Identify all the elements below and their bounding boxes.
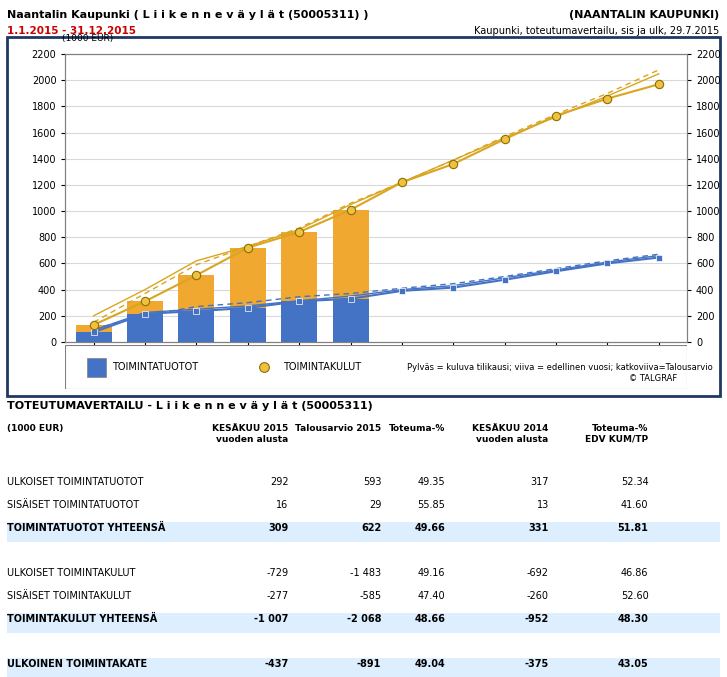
Text: -260: -260 [527, 591, 549, 601]
Text: 47.40: 47.40 [418, 591, 446, 601]
Bar [230, 248, 266, 342]
Bar [178, 311, 214, 342]
Text: TOTEUTUMAVERTAILU - L i i k e n n e v ä y l ä t (50005311): TOTEUTUMAVERTAILU - L i i k e n n e v ä … [7, 401, 373, 411]
Bar [332, 210, 369, 342]
Text: SISÄISET TOIMINTATUOTOT: SISÄISET TOIMINTATUOTOT [7, 500, 140, 510]
FancyBboxPatch shape [87, 357, 106, 377]
Text: 49.66: 49.66 [414, 523, 446, 533]
Text: 16: 16 [276, 500, 289, 510]
FancyBboxPatch shape [7, 521, 720, 542]
Bar [281, 232, 317, 342]
Text: -277: -277 [266, 591, 289, 601]
Text: Toteuma-%: Toteuma-% [389, 424, 446, 433]
FancyBboxPatch shape [7, 658, 720, 677]
Text: 49.16: 49.16 [418, 568, 446, 578]
Text: TOIMINTAKULUT YHTEENSÄ: TOIMINTAKULUT YHTEENSÄ [7, 614, 158, 624]
Bar [127, 313, 163, 342]
Text: 52.60: 52.60 [621, 591, 648, 601]
Text: ULKOISET TOIMINTATUOTOT: ULKOISET TOIMINTATUOTOT [7, 477, 144, 487]
Text: Toteuma-%
EDV KUM/TP: Toteuma-% EDV KUM/TP [585, 424, 648, 444]
Text: -2 068: -2 068 [347, 614, 382, 624]
Text: Naantalin Kaupunki ( L i i k e n n e v ä y l ä t (50005311) ): Naantalin Kaupunki ( L i i k e n n e v ä… [7, 10, 369, 20]
Text: KESÄKUU 2015
vuoden alusta: KESÄKUU 2015 vuoden alusta [212, 424, 289, 444]
Text: 43.05: 43.05 [618, 659, 648, 670]
Text: -1 483: -1 483 [350, 568, 382, 578]
Text: (NAANTALIN KAUPUNKI): (NAANTALIN KAUPUNKI) [569, 10, 720, 20]
Text: 49.35: 49.35 [418, 477, 446, 487]
Text: (1000 EUR): (1000 EUR) [63, 34, 113, 43]
Bar [230, 308, 266, 342]
Text: -952: -952 [524, 614, 549, 624]
Text: 1.1.2015 - 31.12.2015: 1.1.2015 - 31.12.2015 [7, 26, 136, 36]
Text: 41.60: 41.60 [621, 500, 648, 510]
Text: Talousarvio 2015: Talousarvio 2015 [295, 424, 382, 433]
Text: -891: -891 [357, 659, 382, 670]
Text: TOIMINTATUOTOT: TOIMINTATUOTOT [112, 362, 198, 372]
Text: 46.86: 46.86 [621, 568, 648, 578]
Text: 48.66: 48.66 [414, 614, 446, 624]
Text: 331: 331 [529, 523, 549, 533]
Text: 292: 292 [270, 477, 289, 487]
Text: 51.81: 51.81 [618, 523, 648, 533]
Text: ULKOINEN TOIMINTAKATE: ULKOINEN TOIMINTAKATE [7, 659, 148, 670]
Text: Pylväs = kuluva tilikausi; viiva = edellinen vuosi; katkoviiva=Talousarvio: Pylväs = kuluva tilikausi; viiva = edell… [407, 363, 713, 372]
Text: 309: 309 [268, 523, 289, 533]
Text: TOIMINTAKULUT: TOIMINTAKULUT [283, 362, 361, 372]
Text: 593: 593 [363, 477, 382, 487]
Text: -437: -437 [265, 659, 289, 670]
Text: 49.04: 49.04 [414, 659, 446, 670]
Text: Kaupunki, toteutumavertailu, sis ja ulk, 29.7.2015: Kaupunki, toteutumavertailu, sis ja ulk,… [475, 26, 720, 36]
Text: 317: 317 [530, 477, 549, 487]
Text: -585: -585 [359, 591, 382, 601]
Text: -1 007: -1 007 [254, 614, 289, 624]
Bar [178, 275, 214, 342]
Text: 52.34: 52.34 [621, 477, 648, 487]
Text: ULKOISET TOIMINTAKULUT: ULKOISET TOIMINTAKULUT [7, 568, 136, 578]
Text: (1000 EUR): (1000 EUR) [7, 424, 64, 433]
Text: 55.85: 55.85 [417, 500, 446, 510]
Text: -729: -729 [267, 568, 289, 578]
Bar [281, 301, 317, 342]
Text: TOIMINTATUOTOT YHTEENSÄ: TOIMINTATUOTOT YHTEENSÄ [7, 523, 166, 533]
Text: SISÄISET TOIMINTAKULUT: SISÄISET TOIMINTAKULUT [7, 591, 132, 601]
FancyBboxPatch shape [65, 345, 687, 389]
FancyBboxPatch shape [7, 613, 720, 633]
Text: 29: 29 [369, 500, 382, 510]
Text: © TALGRAF: © TALGRAF [630, 374, 678, 383]
Bar [332, 299, 369, 342]
Text: 48.30: 48.30 [618, 614, 648, 624]
Bar [127, 301, 163, 342]
Bar [76, 332, 112, 342]
Text: -692: -692 [527, 568, 549, 578]
Bar [76, 325, 112, 342]
Text: 13: 13 [537, 500, 549, 510]
Text: -375: -375 [524, 659, 549, 670]
Text: KESÄKUU 2014
vuoden alusta: KESÄKUU 2014 vuoden alusta [473, 424, 549, 444]
Text: 622: 622 [361, 523, 382, 533]
